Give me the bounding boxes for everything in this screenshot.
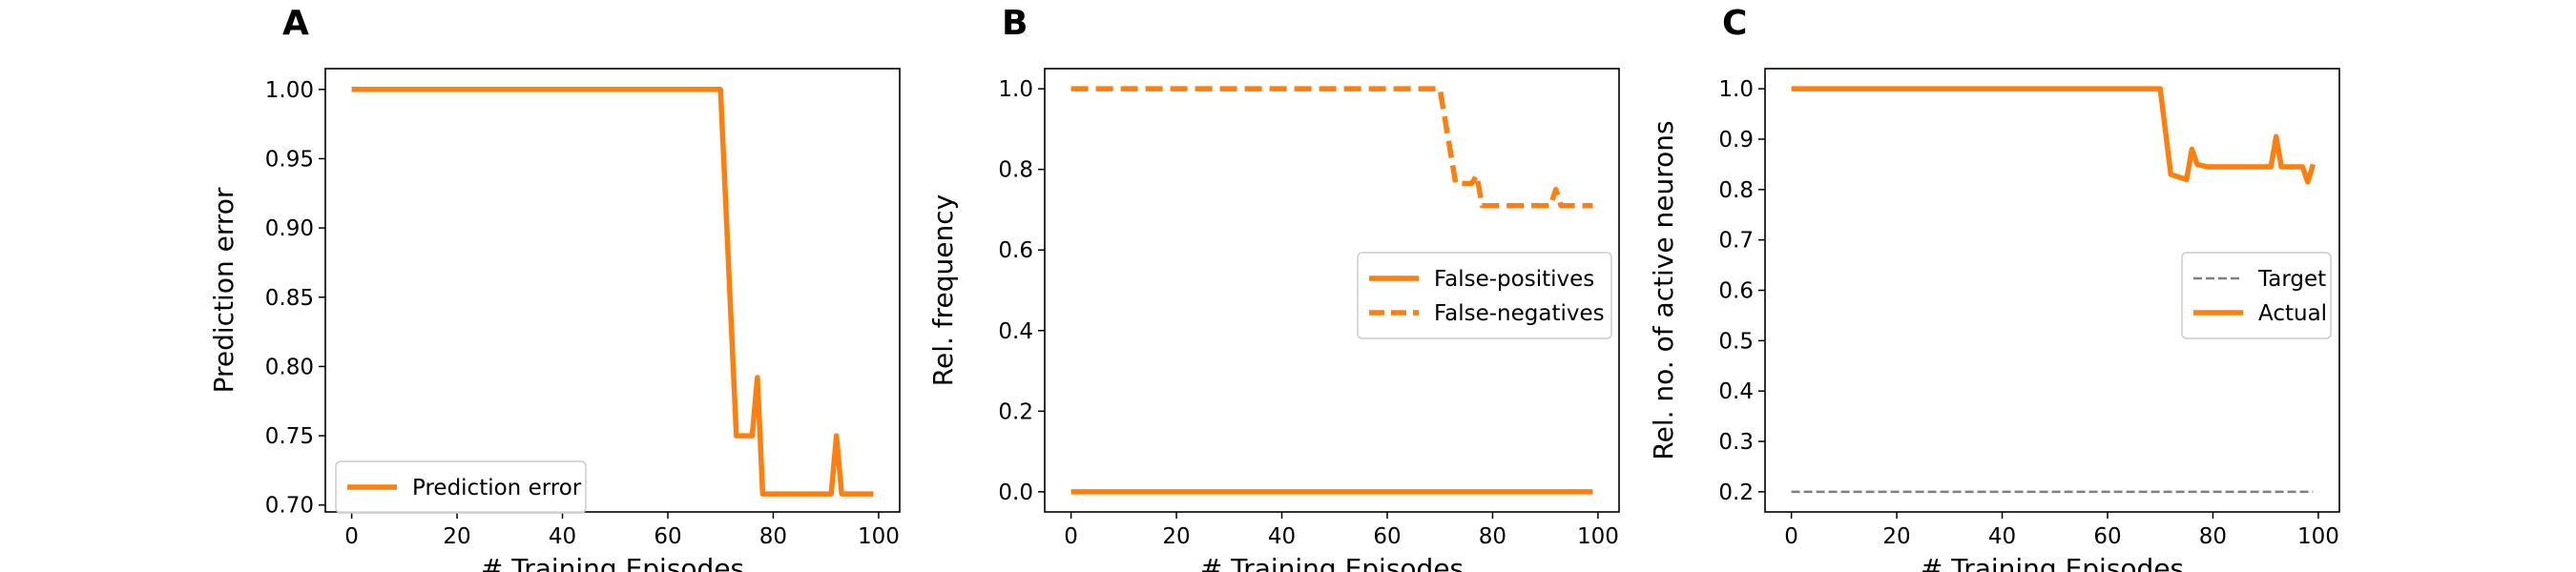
y-tick-label: 0.6 [998,238,1033,263]
x-tick-label: 100 [858,524,900,549]
y-tick-label: 0.95 [265,147,314,172]
legend-label: Target [2257,267,2326,292]
y-tick-label: 1.00 [265,78,314,103]
x-tick-label: 80 [1479,524,1506,549]
legend: Target Actual [2182,253,2331,338]
y-tick-label: 0.85 [265,286,314,311]
y-tick-label: 1.0 [1718,77,1754,102]
x-tick-label: 60 [654,524,681,549]
y-tick-label: 0.80 [265,355,314,379]
x-tick-label: 20 [443,524,470,549]
y-tick-label: 0.2 [998,399,1033,424]
x-tick-label: 40 [549,524,576,549]
panel-b: B 0 20 40 60 80 100 0.0 0.2 0.4 0.6 0.8 1.0 # Trainin… [927,4,1619,572]
legend: False-positives False-negatives [1358,253,1611,338]
series-line-actual [1792,89,2314,182]
panel-letter: C [1722,4,1747,43]
y-tick-label: 0.4 [1718,379,1754,404]
x-tick-label: 20 [1882,524,1910,549]
axes-frame [325,69,900,512]
y-tick-label: 0.0 [998,480,1033,505]
x-tick-label: 100 [1577,524,1619,549]
y-tick-label: 0.2 [1718,480,1754,505]
panel-letter: A [282,4,309,43]
legend-label: Actual [2258,301,2327,326]
y-axis-label: Rel. frequency [927,194,959,386]
legend-label: False-negatives [1434,301,1605,326]
y-tick-label: 0.8 [998,158,1033,183]
y-tick-label: 0.6 [1718,279,1754,304]
series-line-prediction-error [352,90,874,494]
panel-a: A 0 20 40 60 80 100 0.70 0.75 0.80 0.85 0.90 0.95 1.0… [208,4,900,572]
y-tick-label: 0.9 [1718,128,1754,153]
y-tick-label: 0.90 [265,216,314,241]
y-tick-label: 0.7 [1718,229,1754,254]
y-tick-label: 0.4 [998,319,1033,344]
y-axis-label: Prediction error [208,187,239,393]
y-tick-label: 0.75 [265,424,314,449]
x-tick-label: 0 [344,524,359,549]
y-tick-label: 0.5 [1718,329,1754,354]
x-tick-label: 100 [2297,524,2339,549]
legend: Prediction error [336,461,586,513]
panel-c: C 0 20 40 60 80 100 0.2 0.3 0.4 0.5 0.6 0.7 0.8 0.9 1.0… [1648,4,2339,572]
x-tick-label: 40 [1988,524,2016,549]
series-line-false-negatives [1071,89,1593,206]
x-tick-label: 0 [1784,524,1798,549]
legend-label: False-positives [1434,267,1594,292]
legend-label: Prediction error [412,476,582,500]
x-axis-label: # Training Episodes [1921,553,2184,572]
x-axis-label: # Training Episodes [1200,553,1464,572]
x-tick-label: 80 [2199,524,2227,549]
x-tick-label: 20 [1162,524,1190,549]
y-axis-label: Rel. no. of active neurons [1648,120,1679,460]
x-tick-label: 0 [1064,524,1078,549]
x-tick-label: 60 [2093,524,2121,549]
y-tick-label: 0.3 [1718,430,1754,455]
x-tick-label: 60 [1373,524,1401,549]
x-tick-label: 40 [1268,524,1296,549]
panel-letter: B [1002,4,1028,43]
x-axis-label: # Training Episodes [481,553,744,572]
y-tick-label: 1.0 [998,77,1033,102]
y-tick-label: 0.70 [265,494,314,519]
x-tick-label: 80 [759,524,787,549]
y-tick-label: 0.8 [1718,178,1754,203]
